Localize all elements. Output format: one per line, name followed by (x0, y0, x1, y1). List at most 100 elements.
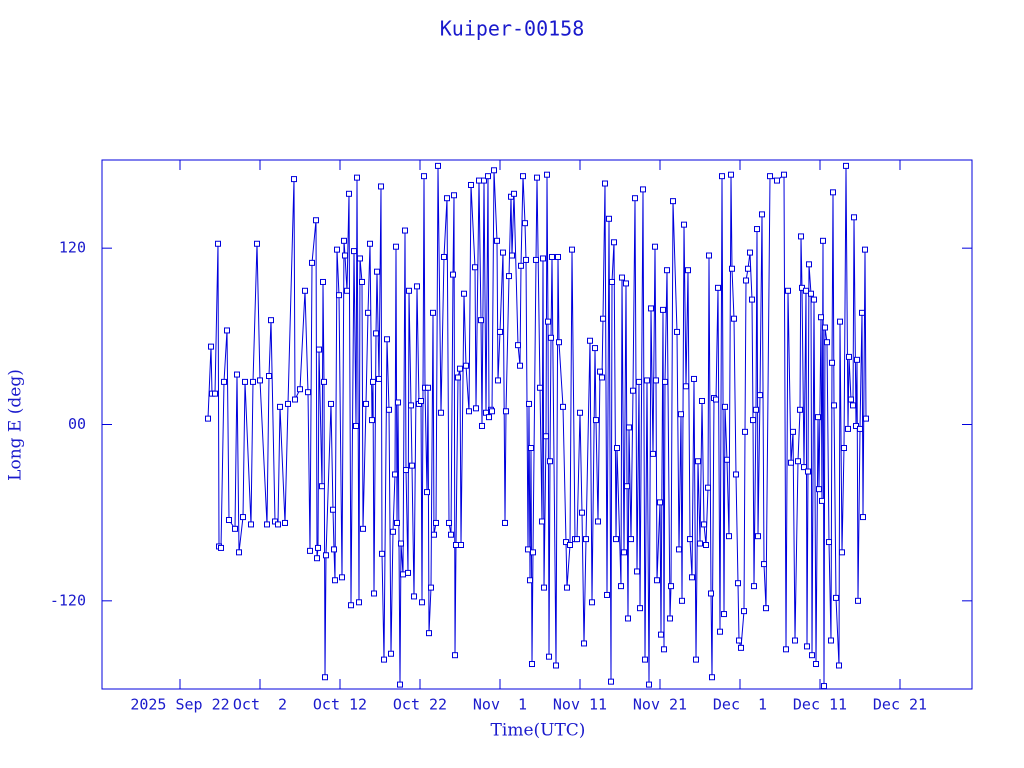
data-point (706, 252, 712, 259)
data-point (703, 541, 709, 548)
data-point (494, 237, 500, 244)
data-point (815, 414, 821, 421)
x-tick-label: Nov 1 (473, 696, 527, 714)
data-point (534, 174, 540, 181)
data-point (529, 661, 535, 668)
data-point (526, 400, 532, 407)
data-point (424, 489, 430, 496)
data-point (646, 681, 652, 688)
data-point (408, 402, 414, 409)
data-point (500, 249, 506, 256)
x-tick-label: 2025 Sep 22 (130, 696, 229, 714)
data-point (697, 540, 703, 547)
data-point (406, 287, 412, 294)
data-point (805, 468, 811, 475)
data-point (292, 396, 298, 403)
data-point (544, 171, 550, 178)
data-point (367, 240, 373, 247)
data-point (341, 237, 347, 244)
data-point (373, 330, 379, 337)
data-point (405, 569, 411, 576)
data-point (595, 518, 601, 525)
data-point (381, 656, 387, 663)
data-point (525, 546, 531, 553)
data-point (608, 678, 614, 685)
data-point (316, 346, 322, 353)
data-point (394, 519, 400, 526)
data-point (809, 652, 815, 659)
data-point (549, 253, 555, 260)
data-point (418, 397, 424, 404)
data-point (379, 550, 385, 557)
data-point (444, 195, 450, 202)
data-point (319, 483, 325, 490)
data-point (215, 240, 221, 247)
data-point (448, 531, 454, 538)
data-point (574, 536, 580, 543)
data-point (808, 290, 814, 297)
data-point (546, 653, 552, 660)
x-tick-label: Nov 11 (553, 696, 607, 714)
data-point (421, 173, 427, 180)
data-point (804, 643, 810, 650)
data-point (371, 590, 377, 597)
data-point (630, 387, 636, 394)
data-point (458, 541, 464, 548)
data-point (830, 189, 836, 196)
data-point (425, 384, 431, 391)
data-point (781, 171, 787, 178)
data-point (857, 425, 863, 432)
data-point (581, 640, 587, 647)
data-point (450, 271, 456, 278)
data-point (792, 637, 798, 644)
data-point (658, 631, 664, 638)
data-point (657, 499, 663, 506)
data-point (613, 536, 619, 543)
data-point (384, 336, 390, 343)
data-point (667, 615, 673, 622)
data-point (749, 296, 755, 303)
data-point (486, 414, 492, 421)
data-point (761, 561, 767, 568)
data-point (783, 646, 789, 653)
y-tick-label: 00 (68, 415, 86, 433)
data-point (455, 374, 461, 381)
data-point (632, 195, 638, 202)
data-point (491, 167, 497, 174)
data-point (618, 583, 624, 590)
plot-area (205, 162, 869, 689)
data-point (670, 198, 676, 205)
data-point (398, 540, 404, 547)
data-point (785, 287, 791, 294)
data-point (818, 314, 824, 321)
data-point (614, 445, 620, 452)
data-point (824, 339, 830, 346)
data-point (305, 389, 311, 396)
data-point (728, 171, 734, 178)
data-point (664, 267, 670, 274)
x-tick-label: Dec 21 (873, 696, 927, 714)
data-point (344, 287, 350, 294)
data-point (660, 306, 666, 313)
data-point (240, 514, 246, 521)
data-point (395, 399, 401, 406)
data-point (713, 396, 719, 403)
data-point (511, 190, 517, 197)
data-point (722, 403, 728, 410)
data-point (621, 549, 627, 556)
data-point (390, 528, 396, 535)
data-point (642, 656, 648, 663)
data-point (589, 599, 595, 606)
data-point (831, 402, 837, 409)
data-point (751, 583, 757, 590)
data-point (863, 415, 869, 422)
data-point (593, 417, 599, 424)
data-point (701, 521, 707, 528)
data-point (757, 392, 763, 399)
data-point (342, 252, 348, 259)
data-point (307, 547, 313, 554)
data-point (708, 590, 714, 597)
data-point (741, 608, 747, 615)
data-point (851, 214, 857, 221)
data-point (625, 615, 631, 622)
